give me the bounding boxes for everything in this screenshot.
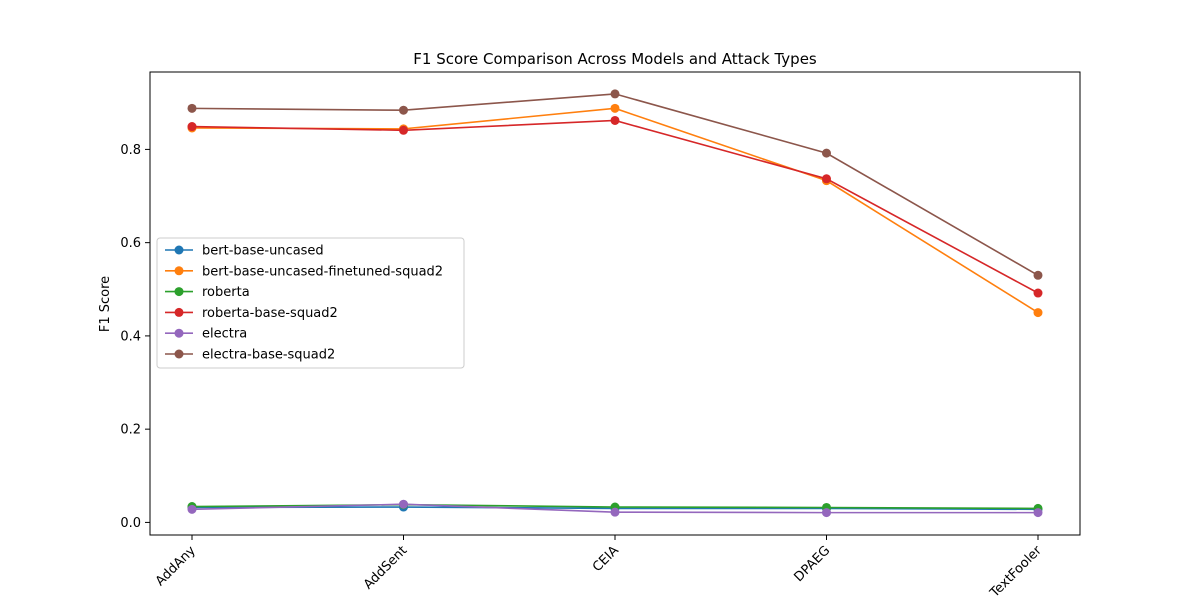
y-tick-label: 0.0 — [120, 516, 141, 531]
y-tick-label: 0.4 — [120, 329, 141, 344]
series-electra — [187, 499, 1043, 518]
legend-label: electra — [202, 327, 247, 342]
x-tick-label: DPAEG — [791, 543, 833, 585]
series-layer — [187, 89, 1043, 518]
data-point — [822, 174, 831, 184]
legend-label: bert-base-uncased — [202, 244, 324, 259]
data-point — [187, 103, 197, 113]
x-tick-label: AddSent — [361, 543, 410, 592]
data-point — [1033, 270, 1043, 280]
data-point — [399, 125, 408, 135]
legend-swatch-marker — [174, 307, 184, 317]
data-point — [1033, 308, 1043, 318]
data-point — [610, 89, 620, 99]
legend-item: roberta-base-squad2 — [165, 306, 338, 321]
x-tick-label: TextFooler — [987, 543, 1046, 600]
legend-item: roberta — [165, 285, 250, 300]
data-point — [822, 148, 831, 158]
y-axis: 0.0 0.2 0.4 0.6 0.8 — [120, 143, 150, 531]
legend-swatch-marker — [174, 349, 184, 359]
legend-item: bert-base-uncased-finetuned-squad2 — [165, 264, 443, 279]
data-point — [610, 507, 620, 517]
data-point — [187, 122, 197, 132]
legend-item: electra — [165, 327, 247, 342]
legend-items: bert-base-uncased bert-base-uncased-finet… — [165, 244, 443, 363]
x-tick-label: CEIA — [590, 543, 622, 575]
y-tick-label: 0.6 — [120, 236, 141, 251]
y-tick-label: 0.2 — [120, 423, 141, 438]
y-axis-title: F1 Score — [98, 276, 113, 332]
data-point — [610, 103, 620, 113]
plot-frame — [149, 71, 1081, 536]
data-point — [610, 115, 620, 125]
y-tick-label: 0.8 — [120, 143, 141, 158]
x-tick-label: AddAny — [153, 543, 199, 589]
x-axis: AddAny AddSent CEIA DPAEG TextFooler — [153, 535, 1045, 600]
legend-label: roberta-base-squad2 — [202, 306, 338, 321]
legend-item: bert-base-uncased — [165, 244, 324, 259]
legend-swatch-marker — [174, 245, 184, 255]
data-point — [1033, 508, 1043, 518]
data-point — [822, 508, 831, 518]
legend-label: bert-base-uncased-finetuned-squad2 — [202, 264, 443, 279]
legend-item: electra-base-squad2 — [165, 348, 335, 363]
data-point — [399, 499, 408, 509]
legend-label: roberta — [202, 285, 250, 300]
data-point — [1033, 288, 1043, 298]
legend-label: electra-base-squad2 — [202, 348, 335, 363]
data-point — [187, 504, 197, 514]
legend: bert-base-uncased bert-base-uncased-finet… — [156, 237, 465, 369]
legend-box — [156, 237, 465, 369]
chart-title: F1 Score Comparison Across Models and At… — [413, 50, 817, 68]
series-roberta-base-squad2 — [187, 115, 1043, 298]
legend-swatch-marker — [174, 328, 184, 338]
data-point — [399, 105, 408, 115]
legend-swatch-marker — [174, 287, 184, 297]
series-electra-base-squad2 — [187, 89, 1043, 280]
legend-swatch-marker — [174, 266, 184, 276]
